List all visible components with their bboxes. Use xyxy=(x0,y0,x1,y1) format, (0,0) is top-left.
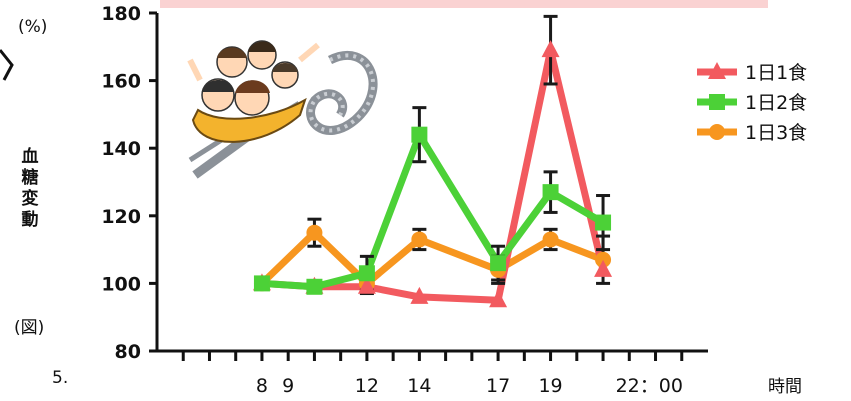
cropped-left-mark xyxy=(0,49,14,81)
marker-square xyxy=(253,275,270,292)
series-layer xyxy=(252,14,613,308)
x-axis-ticks: 8 9 12 14 17 19 22：00 xyxy=(181,351,684,397)
marker-circle xyxy=(595,251,612,268)
legend-item: 1日3食 xyxy=(697,122,807,144)
marker-triangle xyxy=(594,259,613,277)
marker-circle xyxy=(306,224,323,241)
y-axis-ticks: 80 100 120 140 160 180 xyxy=(101,3,157,363)
x-axis-label: 時間 xyxy=(768,377,802,397)
marker-square xyxy=(306,278,323,295)
marker-circle xyxy=(542,231,559,248)
x-tick-label: 14 xyxy=(407,375,431,397)
legend-item: 1日1食 xyxy=(697,62,807,84)
marker-circle xyxy=(411,231,428,248)
x-tick-label: 8 xyxy=(256,375,268,397)
y-axis-label-char: 糖 xyxy=(22,167,39,188)
legend-item: 1日2食 xyxy=(697,92,807,114)
top-banner-strip xyxy=(160,0,768,8)
y-tick-label: 80 xyxy=(115,341,141,363)
marker-triangle xyxy=(357,276,376,294)
y-axis-label-char: 動 xyxy=(22,209,39,230)
y-tick-label: 180 xyxy=(101,3,141,25)
marker-triangle xyxy=(541,40,560,58)
x-tick-label: 17 xyxy=(486,375,510,397)
legend-label: 1日3食 xyxy=(745,122,807,144)
x-tick-label: 22：00 xyxy=(616,375,683,397)
marker-square xyxy=(542,184,559,201)
marker-square xyxy=(490,255,507,272)
roller-coaster-illustration xyxy=(187,40,378,179)
marker-square xyxy=(358,265,375,282)
marker-triangle xyxy=(410,286,429,304)
cropped-left-label: 5. xyxy=(52,368,68,388)
legend-label: 1日2食 xyxy=(745,92,807,114)
y-tick-label: 100 xyxy=(101,273,141,295)
x-tick-label: 12 xyxy=(355,375,379,397)
x-tick-label: 9 xyxy=(282,375,294,397)
legend-label: 1日1食 xyxy=(745,62,807,84)
y-axis-label-char: 血 xyxy=(22,146,39,167)
y-tick-label: 120 xyxy=(101,206,141,228)
x-tick-label: 19 xyxy=(538,375,562,397)
figure-label: (図) xyxy=(14,318,44,338)
marker-square xyxy=(709,94,725,110)
y-tick-label: 140 xyxy=(101,138,141,160)
marker-circle xyxy=(709,124,725,140)
unit-label: (%) xyxy=(18,17,47,37)
marker-triangle xyxy=(489,290,508,308)
legend: 1日1食 1日2食 1日3食 xyxy=(697,62,807,144)
y-tick-label: 160 xyxy=(101,71,141,93)
marker-triangle xyxy=(708,62,726,79)
marker-square xyxy=(595,214,612,231)
y-axis-label-char: 変 xyxy=(22,188,39,209)
marker-square xyxy=(411,126,428,143)
